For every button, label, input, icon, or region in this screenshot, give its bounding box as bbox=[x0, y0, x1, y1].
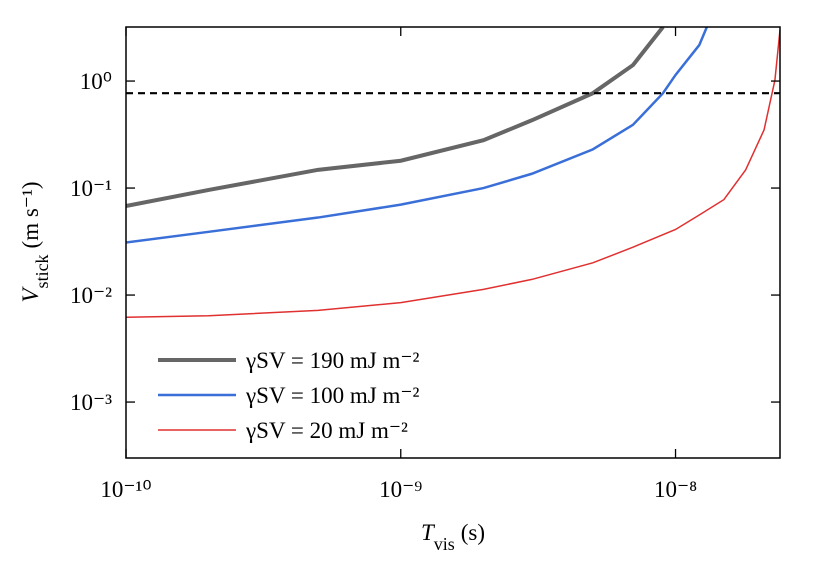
y-label-symbol: V bbox=[18, 286, 43, 303]
plot-frame bbox=[125, 26, 781, 459]
x-axis-label: Tvis (s) bbox=[421, 520, 485, 554]
x-tick-label: 10⁻⁹ bbox=[379, 477, 422, 502]
x-label-symbol: T bbox=[421, 520, 436, 545]
x-tick-label: 10⁻⁸ bbox=[654, 477, 697, 502]
legend-label: γSV = 20 mJ m⁻² bbox=[245, 418, 408, 443]
x-label-unit: (s) bbox=[461, 520, 485, 545]
x-label-subscript: vis bbox=[434, 534, 455, 554]
y-tick-label: 10⁻³ bbox=[70, 390, 112, 415]
data-line bbox=[126, 27, 708, 244]
y-tick-label: 10⁻¹ bbox=[70, 176, 112, 201]
data-line bbox=[126, 29, 780, 319]
data-line bbox=[126, 27, 665, 208]
y-tick-label: 10⁰ bbox=[80, 69, 112, 94]
y-label-unit: (m s⁻¹) bbox=[18, 181, 43, 248]
y-axis-label: Vstick (m s⁻¹) bbox=[18, 181, 52, 302]
x-tick-label: 10⁻¹⁰ bbox=[100, 477, 151, 502]
y-tick-label: 10⁻² bbox=[70, 283, 112, 308]
legend-label: γSV = 190 mJ m⁻² bbox=[245, 348, 419, 373]
y-label-subscript: stick bbox=[32, 254, 52, 288]
legend-label: γSV = 100 mJ m⁻² bbox=[245, 383, 419, 408]
